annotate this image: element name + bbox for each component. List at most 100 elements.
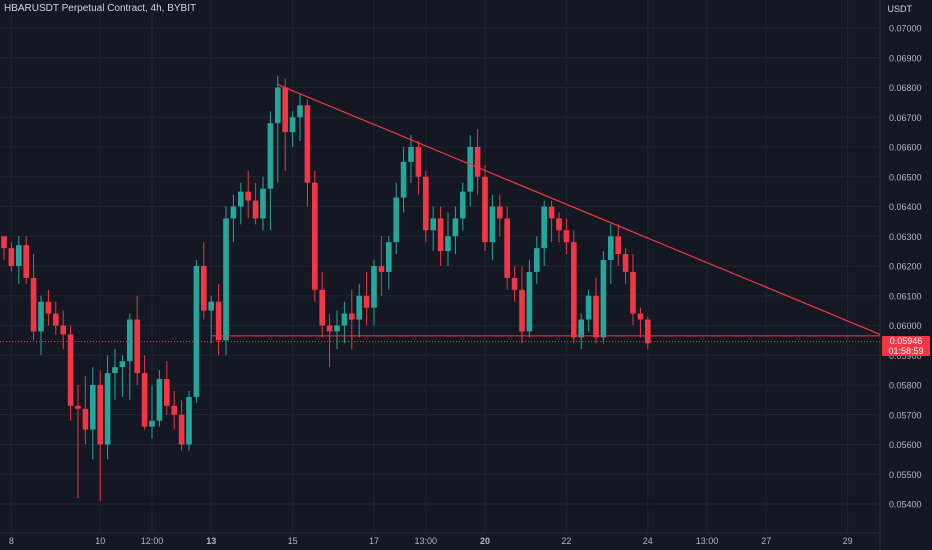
candle-down [570, 242, 577, 338]
y-tick-label: 0.06800 [889, 83, 922, 93]
candle-down [200, 266, 207, 311]
candle-down [422, 176, 429, 231]
candle-down [563, 230, 570, 243]
y-tick-label: 0.06000 [889, 321, 922, 331]
y-tick-label: 0.05800 [889, 381, 922, 391]
candle-down [252, 200, 259, 219]
x-tick-label: 15 [288, 536, 298, 546]
candle-down [304, 105, 311, 183]
y-tick-label: 0.07000 [889, 24, 922, 34]
candle-down [482, 176, 488, 243]
candle-down [178, 414, 185, 445]
last-price-tag: 0.05946 01:58:59 [882, 336, 930, 356]
candle-up [459, 191, 466, 219]
candle-up [193, 266, 200, 397]
candle-down [548, 206, 555, 219]
candle-down [171, 405, 178, 415]
candle-up [452, 218, 459, 237]
candle-down [163, 379, 170, 406]
x-tick-label: 22 [561, 536, 571, 546]
candle-up [578, 319, 585, 338]
candle-up [356, 295, 363, 320]
candle-down [30, 277, 37, 332]
candle-down [556, 218, 562, 231]
symbol-title[interactable]: HBARUSDT Perpetual Contract, 4h, BYBIT [4, 3, 197, 14]
candle-up [289, 117, 296, 133]
candle-down [97, 385, 104, 445]
x-tick-label: 17 [369, 536, 379, 546]
candle-down [1, 236, 7, 249]
x-tick-label: 29 [843, 536, 853, 546]
x-tick-label: 13 [206, 536, 216, 546]
candle-down [141, 373, 148, 427]
candle-up [15, 245, 22, 266]
candle-down [245, 191, 252, 201]
candle-up [126, 319, 133, 362]
candle-down [637, 313, 644, 320]
candle-down [363, 295, 370, 308]
candle-up [104, 373, 111, 445]
y-tick-label: 0.06300 [889, 232, 922, 242]
candle-down [67, 334, 74, 406]
x-tick-label: 12:00 [141, 536, 164, 546]
x-tick-label: 10 [95, 536, 105, 546]
candle-up [408, 147, 414, 162]
candle-down [134, 319, 141, 374]
candle-up [149, 420, 155, 427]
candle-down [474, 147, 481, 177]
candle-up [385, 242, 392, 272]
x-tick-label: 24 [643, 536, 653, 546]
candle-up [526, 271, 533, 332]
y-tick-label: 0.06200 [889, 262, 922, 272]
descending-trendline [277, 83, 881, 335]
candle-down [644, 319, 651, 344]
candle-up [600, 260, 607, 338]
candle-up [533, 248, 540, 272]
candle-up [237, 191, 244, 207]
candle-up [430, 218, 437, 231]
candle-up [393, 197, 400, 243]
candle-up [156, 379, 163, 421]
candle-down [504, 218, 511, 278]
candle-down [82, 408, 89, 430]
candle-down [593, 295, 599, 338]
candle-up [119, 361, 126, 368]
candle-down [437, 218, 444, 252]
candle-down [622, 254, 629, 272]
candle-up [186, 396, 192, 445]
candle-countdown: 01:58:59 [888, 346, 924, 356]
x-tick-label: 8 [9, 536, 14, 546]
x-tick-label: 20 [480, 536, 490, 546]
candle-up [400, 161, 407, 198]
candle-up [89, 385, 96, 430]
y-tick-label: 0.06600 [889, 143, 922, 153]
y-tick-label: 0.06900 [889, 53, 922, 63]
y-tick-label: 0.06500 [889, 172, 922, 182]
y-tick-label: 0.05400 [889, 500, 922, 510]
candle-down [311, 182, 318, 290]
x-tick-label: 13:00 [696, 536, 719, 546]
candle-down [52, 313, 59, 326]
candle-up [274, 87, 281, 124]
x-tick-label: 27 [761, 536, 771, 546]
candle-up [445, 236, 451, 252]
candle-down [60, 325, 67, 335]
y-tick-label: 0.06400 [889, 202, 922, 212]
candle-down [511, 277, 518, 290]
candle-up [260, 188, 266, 219]
y-tick-label: 0.05700 [889, 410, 922, 420]
y-tick-label: 0.06700 [889, 113, 922, 123]
y-tick-label: 0.05500 [889, 470, 922, 480]
candle-down [519, 289, 525, 332]
candle-up [489, 206, 496, 243]
candle-down [615, 236, 622, 255]
quote-unit-label: USDT [887, 4, 913, 14]
last-price-value: 0.05946 [889, 336, 923, 346]
candle-down [215, 301, 222, 341]
candle-up [267, 123, 274, 189]
candle-down [378, 266, 385, 272]
candle-down [415, 147, 422, 177]
y-tick-label: 0.05600 [889, 440, 922, 450]
candle-down [326, 325, 333, 332]
